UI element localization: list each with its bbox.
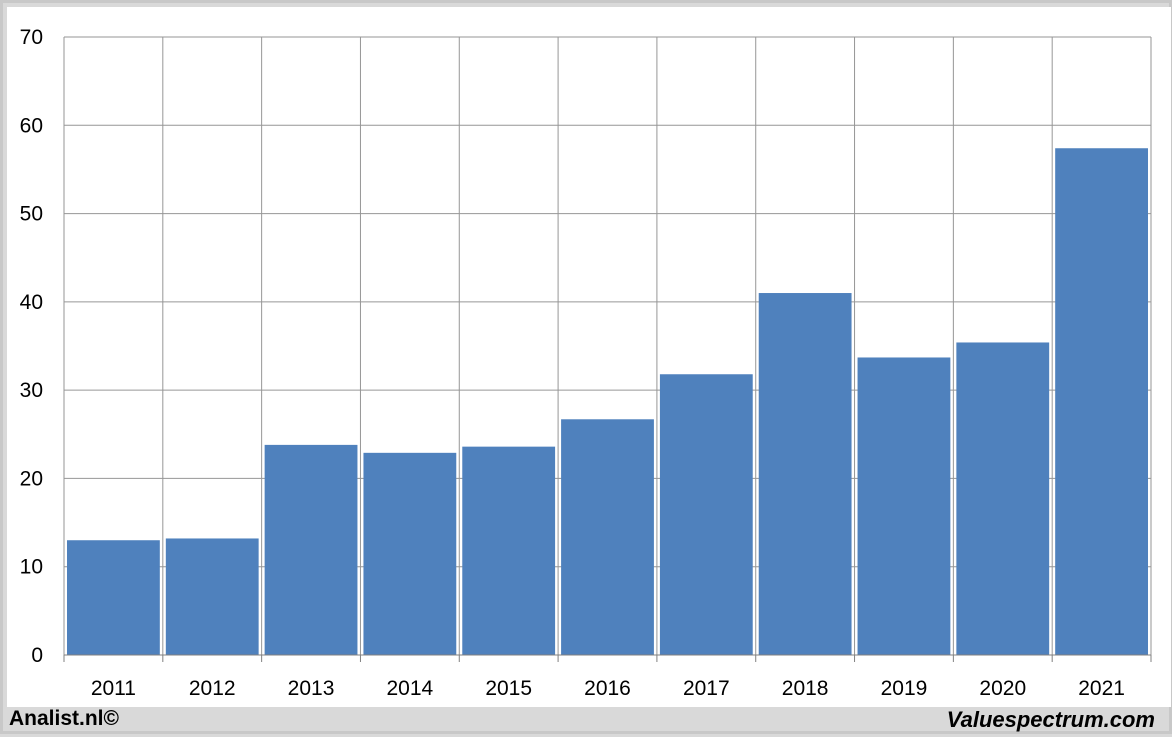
y-tick-label: 40 bbox=[20, 291, 43, 314]
bar-2013 bbox=[264, 444, 358, 655]
x-tick-label: 2013 bbox=[288, 677, 335, 700]
x-tick-label: 2021 bbox=[1078, 677, 1125, 700]
bar-2017 bbox=[659, 374, 753, 655]
bar-2018 bbox=[758, 293, 852, 655]
y-tick-label: 10 bbox=[20, 556, 43, 579]
x-tick-label: 2015 bbox=[485, 677, 532, 700]
bar-2016 bbox=[561, 419, 654, 655]
y-tick-label: 20 bbox=[20, 467, 43, 490]
x-tick-label: 2012 bbox=[189, 677, 236, 700]
x-tick-label: 2016 bbox=[584, 677, 631, 700]
y-tick-label: 50 bbox=[20, 203, 43, 226]
x-tick-label: 2011 bbox=[91, 677, 136, 700]
x-tick-label: 2020 bbox=[979, 677, 1026, 700]
y-tick-label: 60 bbox=[20, 114, 43, 137]
x-tick-label: 2018 bbox=[782, 677, 829, 700]
bar-chart: 0 10 20 30 40 50 60 70 2011 2012 2013 2014 2015 2016 2… bbox=[20, 26, 1152, 700]
bar-2019 bbox=[857, 357, 951, 655]
bar-2012 bbox=[165, 538, 259, 655]
bar-2011 bbox=[67, 540, 160, 655]
bar-2020 bbox=[956, 342, 1050, 655]
y-tick-label: 0 bbox=[31, 644, 43, 667]
x-tick-label: 2017 bbox=[683, 677, 730, 700]
bar-2014 bbox=[363, 452, 457, 655]
x-tick-label: 2014 bbox=[387, 677, 434, 700]
y-tick-label: 70 bbox=[20, 26, 43, 49]
analist-credit: Analist.nl© bbox=[9, 707, 119, 730]
valuespectrum-credit: Valuespectrum.com bbox=[946, 707, 1155, 732]
x-tick-label: 2019 bbox=[881, 677, 928, 700]
y-tick-label: 30 bbox=[20, 379, 43, 402]
bar-2021 bbox=[1055, 148, 1148, 656]
bar-2015 bbox=[462, 446, 556, 655]
